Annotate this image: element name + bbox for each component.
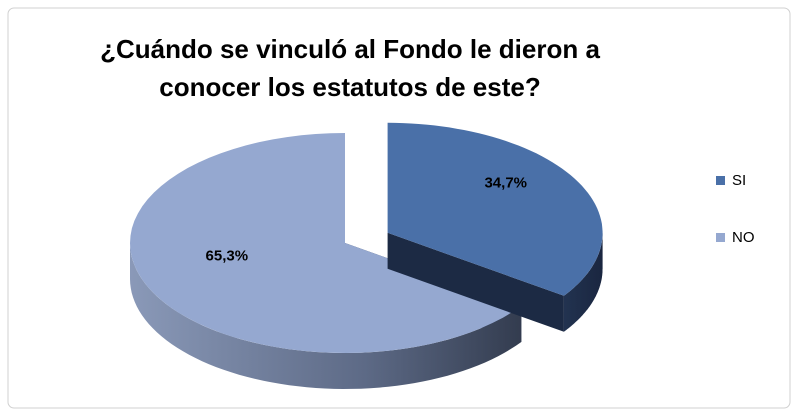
data-label: 34,7% <box>484 174 527 191</box>
legend-swatch <box>716 176 725 185</box>
legend-label: NO <box>732 229 755 246</box>
slice-side <box>563 232 603 332</box>
slice-side <box>387 232 564 332</box>
slice-side <box>130 243 522 389</box>
chart-border <box>7 7 791 409</box>
legend-swatch <box>716 233 725 242</box>
data-label: 65,3% <box>206 248 249 265</box>
chart-title: ¿Cuándo se vinculó al Fondo le dieron a … <box>100 34 600 102</box>
slice <box>387 122 603 296</box>
legend-label: SI <box>732 172 746 189</box>
slice <box>130 133 522 353</box>
